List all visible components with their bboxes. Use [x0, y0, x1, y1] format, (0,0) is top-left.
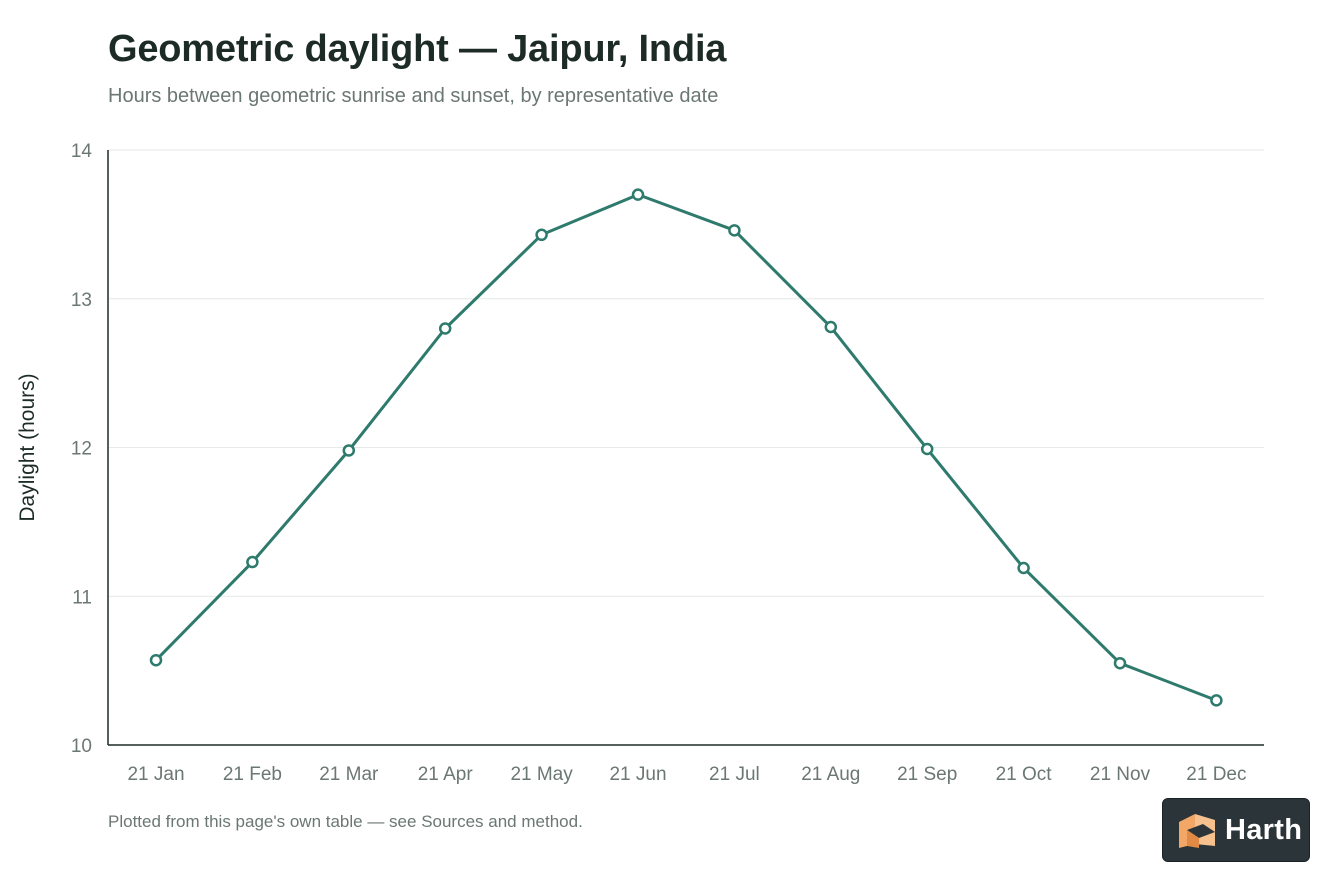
data-point [824, 320, 838, 334]
harth-logo-icon [1179, 814, 1215, 848]
y-tick-label: 11 [72, 587, 92, 608]
brand-badge[interactable]: Harth [1162, 798, 1310, 862]
series-line [154, 193, 1218, 702]
x-tick-label: 21 Sep [897, 764, 957, 785]
x-tick-label: 21 Mar [319, 764, 379, 785]
x-tick-label: 21 Jan [127, 764, 184, 785]
x-tick-label: 21 Jul [709, 764, 760, 785]
y-tick-label: 13 [71, 290, 92, 311]
x-tick-label: 21 Dec [1186, 764, 1246, 785]
data-point [1210, 694, 1223, 707]
brand-name: Harth [1225, 813, 1303, 846]
x-tick-label: 21 Oct [996, 764, 1053, 785]
y-tick-label: 14 [71, 141, 93, 162]
data-point [535, 228, 548, 242]
data-point [920, 442, 934, 456]
y-axis-label: Daylight (hours) [16, 373, 39, 521]
data-point [438, 322, 452, 335]
data-point [246, 555, 259, 569]
footnote: Plotted from this page's own table — see… [108, 812, 583, 831]
data-point [1017, 561, 1030, 575]
x-tick-label: 21 May [510, 764, 573, 785]
data-point [149, 653, 163, 667]
x-tick-label: 21 Feb [223, 764, 282, 785]
x-tick-label: 21 Jun [609, 764, 666, 785]
x-tick-label: 21 Apr [418, 764, 474, 785]
x-tick-label: 21 Nov [1090, 764, 1151, 785]
data-point [631, 188, 645, 201]
data-point [342, 444, 356, 457]
chart-subtitle: Hours between geometric sunrise and suns… [108, 85, 719, 107]
chart-title: Geometric daylight — Jaipur, India [108, 28, 727, 70]
data-point [728, 224, 741, 237]
data-point [1113, 656, 1127, 670]
y-tick-label: 10 [71, 736, 92, 757]
y-tick-label: 12 [71, 439, 92, 460]
x-tick-label: 21 Aug [801, 764, 860, 785]
